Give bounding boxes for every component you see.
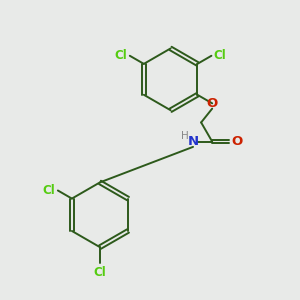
- Text: Cl: Cl: [214, 49, 226, 62]
- Text: Cl: Cl: [94, 266, 106, 279]
- Text: Cl: Cl: [115, 49, 128, 62]
- Text: H: H: [181, 131, 189, 141]
- Text: O: O: [207, 97, 218, 110]
- Text: O: O: [232, 135, 243, 148]
- Text: Cl: Cl: [43, 184, 56, 197]
- Text: N: N: [188, 135, 199, 148]
